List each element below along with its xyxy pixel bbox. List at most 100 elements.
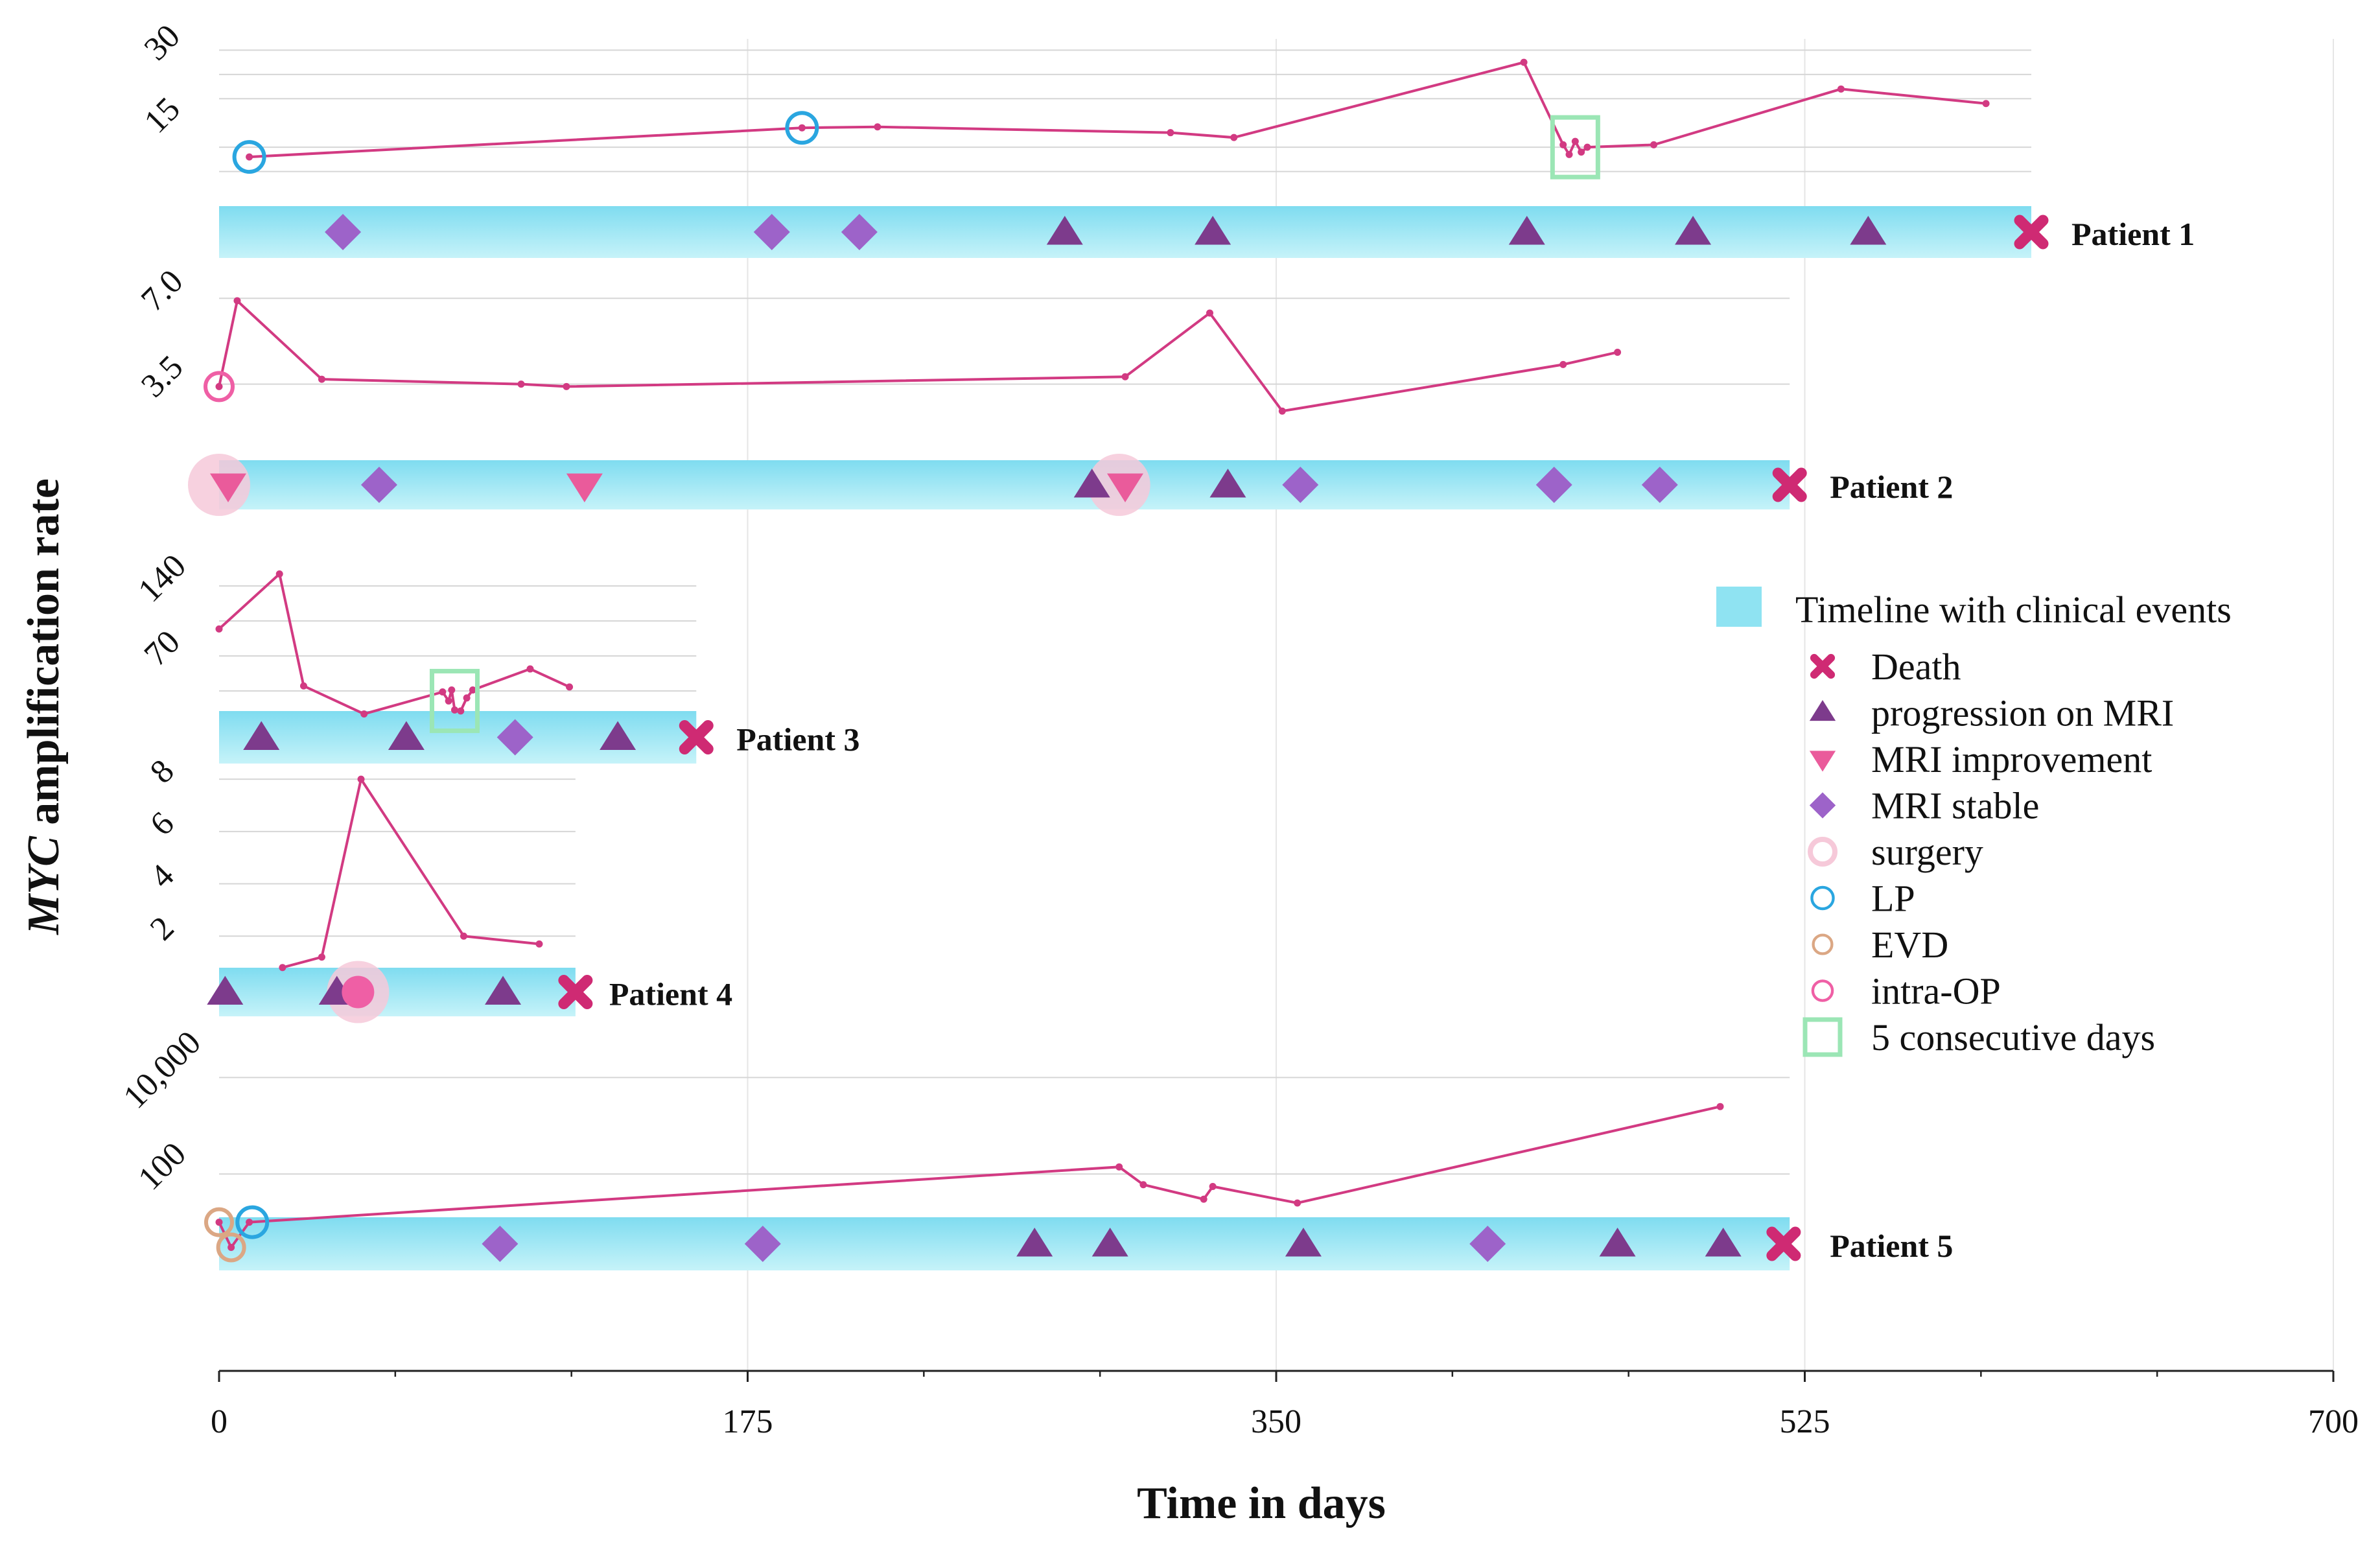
data-point [228, 1244, 235, 1252]
data-point [360, 710, 368, 718]
progression-marker [1285, 1228, 1322, 1257]
series-line [249, 60, 1987, 159]
data-point [246, 1219, 253, 1226]
stable-diamond-icon [1469, 1226, 1506, 1262]
progression-marker [1209, 469, 1246, 498]
y-tick-label: 2 [143, 909, 181, 948]
data-point [1121, 373, 1129, 380]
stable-marker [325, 214, 362, 250]
legend-item-label: Death [1871, 646, 1961, 688]
data-point [1167, 129, 1174, 137]
data-point [246, 153, 253, 161]
progression-marker [1016, 1228, 1053, 1257]
progression-marker [1046, 216, 1083, 245]
stable-marker [1535, 467, 1572, 503]
stable-marker [496, 719, 533, 756]
patient-label: Patient 3 [736, 721, 859, 758]
stable-diamond-icon [841, 214, 878, 250]
data-point [460, 932, 467, 940]
data-point [275, 570, 283, 578]
death-cross-icon [2014, 215, 2049, 250]
death-cross-icon [1810, 653, 1836, 679]
legend-five-days-icon [1802, 1017, 1843, 1057]
progression-marker [243, 721, 280, 751]
legend-item-label: surgery [1871, 831, 1983, 873]
data-point [1650, 141, 1657, 148]
progression-marker [1508, 216, 1545, 245]
y-tick-label: 100 [132, 1136, 193, 1197]
lp-marker [232, 140, 266, 174]
intraop-circle-icon [204, 371, 235, 403]
death-cross-icon [679, 720, 714, 754]
progression-marker [1599, 1228, 1636, 1257]
stable-diamond-icon [744, 1226, 781, 1262]
progression-marker [1809, 700, 1836, 721]
progression-triangle-icon [1705, 1228, 1742, 1257]
data-point [1200, 1195, 1208, 1203]
legend-surgery-icon [1808, 837, 1838, 867]
progression-marker [1073, 469, 1110, 498]
patient-2-panel: 3.5 7.0 Patient 2 [134, 263, 1953, 516]
stable-diamond-icon [753, 214, 790, 250]
five_days-marker [429, 668, 480, 733]
intraop-dot-icon [342, 975, 375, 1009]
data-point [1294, 1199, 1301, 1207]
patient-label: Patient 5 [1830, 1228, 1953, 1264]
data-point [1614, 348, 1622, 356]
patient-3-panel: 70 140 Patient 3 [132, 548, 860, 764]
timeline-bar [219, 460, 1790, 509]
five-days-square-icon [429, 668, 480, 733]
evd-marker [1812, 933, 1834, 955]
y-tick-label: 70 [137, 624, 187, 673]
data-point [1559, 360, 1567, 368]
progression-triangle-icon [485, 975, 522, 1005]
y-tick-label: 10,000 [117, 1024, 208, 1116]
improvement-triangle-icon [209, 473, 246, 502]
improvement-triangle-icon [1809, 751, 1836, 772]
y-tick-label: 15 [137, 91, 187, 141]
data-point [233, 297, 241, 305]
five_days-marker [1550, 115, 1600, 180]
y-axis-title-rest: amplification rate [19, 478, 69, 836]
data-point [1982, 100, 1990, 108]
stable-diamond-icon [1641, 467, 1678, 503]
death-marker [1766, 1226, 1801, 1261]
progression-marker [1850, 216, 1887, 245]
data-point [1209, 1183, 1217, 1191]
data-point [318, 375, 325, 383]
intraop-circle-icon [1811, 979, 1834, 1002]
evd-circle-icon [204, 1207, 234, 1237]
patient-1-panel: 15 30 Patient 1 [137, 18, 2195, 258]
data-point [1837, 85, 1845, 93]
legend-item-label: MRI improvement [1871, 738, 2152, 780]
stable-marker [482, 1226, 519, 1262]
progression-triangle-icon [207, 975, 244, 1005]
legend-item-label: MRI stable [1871, 785, 2039, 827]
data-point [1716, 1103, 1724, 1110]
data-point [526, 665, 534, 673]
stable-marker [1282, 467, 1319, 503]
death-marker [558, 975, 593, 1009]
data-point [299, 682, 307, 690]
y-axis-title-gene: MYC [19, 835, 69, 935]
progression-triangle-icon [1195, 216, 1231, 245]
series-line [218, 571, 570, 716]
vertical-gridlines [747, 39, 2334, 1371]
data-point [215, 1219, 223, 1226]
data-point [1230, 134, 1238, 141]
stable-diamond-icon [1282, 467, 1319, 503]
progression-triangle-icon [1850, 216, 1887, 245]
stable-marker [360, 467, 397, 503]
data-point [517, 380, 525, 388]
stable-marker [753, 214, 790, 250]
stable-marker [1809, 792, 1836, 819]
improvement-marker [1809, 751, 1836, 772]
progression-marker [1091, 1228, 1128, 1257]
progression-triangle-icon [1285, 1228, 1322, 1257]
progression-triangle-icon [1016, 1228, 1053, 1257]
data-point [1139, 1181, 1147, 1189]
data-point [1115, 1163, 1123, 1171]
data-point [563, 382, 570, 390]
intraop_ring-marker [204, 371, 235, 403]
timeline-bar [219, 1217, 1790, 1270]
